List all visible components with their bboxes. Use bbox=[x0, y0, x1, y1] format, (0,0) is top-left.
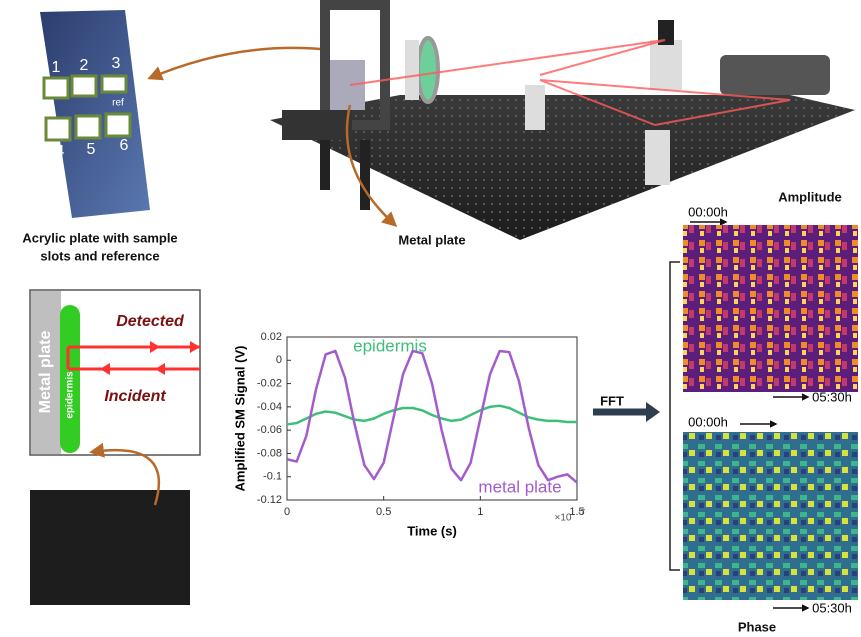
y-tick-label: -0.02 bbox=[257, 377, 282, 389]
x-scale-base: ×10 bbox=[555, 513, 572, 524]
y-tick-label: 0 bbox=[276, 354, 282, 366]
y-tick-label: -0.08 bbox=[257, 447, 282, 459]
y-tick-label: -0.12 bbox=[257, 494, 282, 506]
slot-number: 2 bbox=[80, 57, 89, 74]
slot-number: 3 bbox=[112, 55, 121, 72]
y-tick-label: -0.1 bbox=[263, 471, 282, 483]
page: 1 2 3 4 5 6 ref Acrylic plate with sample slot… bbox=[0, 0, 861, 637]
amplitude-start: 00:00h bbox=[688, 204, 728, 219]
y-tick-label: -0.04 bbox=[257, 401, 282, 413]
x-tick-label: 0 bbox=[284, 506, 290, 518]
phase-start: 00:00h bbox=[688, 414, 728, 429]
setup-label: Metal plate bbox=[398, 232, 465, 247]
plate-label: Metal plate bbox=[37, 331, 54, 414]
slot-number: 1 bbox=[52, 59, 61, 76]
reference-label: ref bbox=[112, 98, 124, 109]
x-axis-label: Time (s) bbox=[407, 523, 457, 538]
y-axis-label: Amplified SM Signal (V) bbox=[232, 346, 247, 492]
layer-label: epidermis bbox=[65, 371, 76, 419]
series-label: metal plate bbox=[478, 477, 561, 496]
arrow-head bbox=[646, 402, 660, 422]
arrow bbox=[150, 48, 330, 78]
plate-photo: 1 2 3 4 5 6 ref bbox=[40, 10, 150, 218]
amplitude-title: Amplitude bbox=[778, 189, 842, 204]
detected-label: Detected bbox=[116, 313, 185, 330]
incident-label: Incident bbox=[104, 388, 166, 405]
x-tick-label: 0.5 bbox=[376, 506, 391, 518]
slot-number: 4 bbox=[56, 143, 65, 160]
bracket bbox=[670, 262, 680, 570]
phase-end: 05:30h bbox=[812, 600, 852, 615]
setup bbox=[270, 5, 855, 240]
y-tick-label: 0.02 bbox=[261, 331, 282, 343]
figure: 1 2 3 4 5 6 ref Acrylic plate with sample slot… bbox=[0, 0, 861, 637]
amplitude-map bbox=[683, 225, 858, 392]
plate-caption: Acrylic plate with sample bbox=[22, 230, 177, 245]
slot-number: 5 bbox=[87, 141, 96, 158]
phase-map bbox=[683, 432, 858, 600]
slot-number: 6 bbox=[120, 137, 129, 154]
fft-label: FFT bbox=[600, 393, 624, 408]
y-tick-label: -0.06 bbox=[257, 424, 282, 436]
x-tick-label: 1 bbox=[477, 506, 483, 518]
x-scale-exponent: -7 bbox=[578, 508, 586, 517]
skin-photo bbox=[30, 490, 190, 605]
phase-title: Phase bbox=[738, 619, 776, 634]
amplitude-end: 05:30h bbox=[812, 389, 852, 404]
schematic: Metal plate epidermis Detected Incident bbox=[30, 290, 200, 455]
plate-caption: slots and reference bbox=[40, 248, 159, 263]
